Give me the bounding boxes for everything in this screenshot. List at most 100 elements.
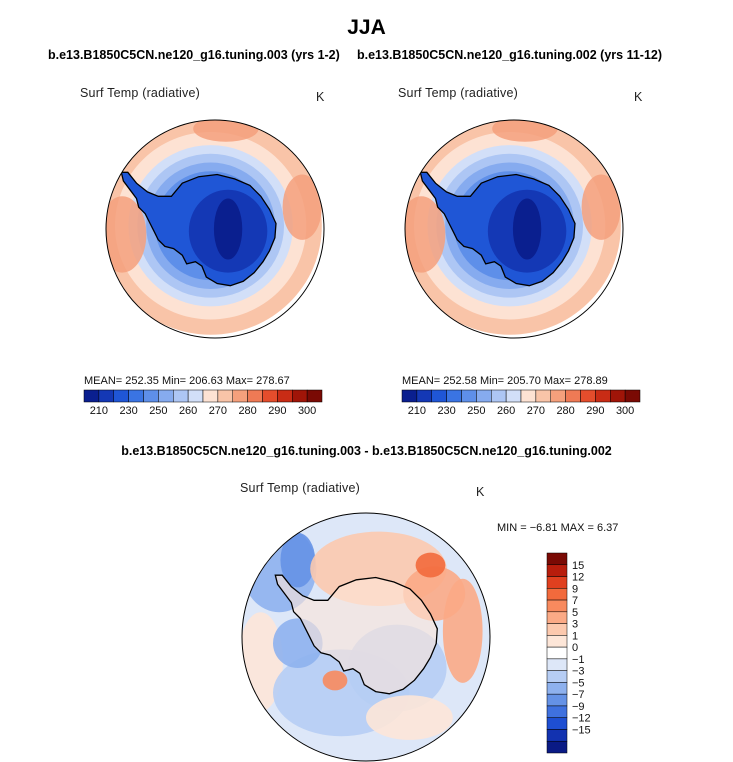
colorbar-swatch: [546, 670, 568, 683]
colorbar-swatch: [565, 389, 581, 403]
coastline: [274, 574, 438, 695]
colorbar-swatch: [83, 389, 100, 403]
colorbar-tick-label: 250: [467, 405, 485, 417]
colorbar-swatch: [546, 599, 568, 613]
colorbar-tick-label: 280: [556, 405, 574, 417]
map-border: [105, 119, 325, 339]
colorbar-swatch: [306, 389, 323, 403]
colorbar-swatch: [143, 389, 159, 403]
colorbar-tick-label: 280: [238, 405, 256, 417]
colorbar-tick-label: −12: [572, 713, 591, 725]
colorbar-tick-label: 270: [209, 405, 227, 417]
colorbar-swatch: [546, 611, 568, 624]
colorbar-tick-label: 260: [497, 405, 515, 417]
colorbar-swatch: [446, 389, 462, 403]
page-title: JJA: [347, 16, 386, 39]
colorbar-swatch: [113, 389, 129, 403]
colorbar-swatch: [476, 389, 492, 403]
colorbar-tick-label: 270: [527, 405, 545, 417]
colorbar-swatch: [217, 389, 233, 403]
colorbar-swatch: [520, 389, 537, 403]
colorbar-swatch: [158, 389, 174, 403]
colorbar-tick-label: 15: [572, 560, 584, 572]
colorbar-swatch: [98, 389, 114, 403]
colorbar-swatch: [187, 389, 204, 403]
colorbar-swatch: [546, 658, 568, 671]
panel-3-variable: Surf Temp (radiative): [240, 481, 360, 495]
colorbar-swatch: [546, 588, 568, 601]
colorbar-swatch: [461, 389, 477, 403]
panel-3-stats: MIN = −6.81 MAX = 6.37: [497, 522, 619, 534]
colorbar-swatch: [610, 389, 626, 403]
panel-2-colorbar: 210 230 250 260 270 280 290 300: [401, 389, 641, 417]
panel-2-map: [404, 119, 624, 339]
panel-3-title: b.e13.B1850C5CN.ne120_g16.tuning.003 - b…: [121, 444, 612, 458]
plateau-core: [213, 198, 243, 260]
panel-2-title: b.e13.B1850C5CN.ne120_g16.tuning.002 (yr…: [357, 48, 663, 62]
warm-anomaly: [442, 578, 483, 683]
panel-1-stats: MEAN= 252.35 Min= 206.63 Max= 278.67: [84, 375, 290, 387]
colorbar-swatch: [232, 389, 248, 403]
warm-patch: [282, 174, 322, 240]
map-border: [404, 119, 624, 339]
panel-1-units: K: [316, 90, 325, 104]
colorbar-tick-label: 12: [572, 572, 584, 584]
colorbar-tick-label: −7: [572, 689, 585, 701]
colorbar-swatch: [624, 389, 641, 403]
plateau-core: [512, 198, 542, 260]
colorbar-swatch: [595, 389, 611, 403]
colorbar-swatch: [550, 389, 566, 403]
colorbar-tick-label: 210: [408, 405, 426, 417]
warm-anomaly: [366, 695, 453, 740]
colorbar-tick-label: 260: [179, 405, 197, 417]
cold-anomaly: [280, 532, 316, 588]
panel-2-units: K: [634, 90, 643, 104]
colorbar-tick-label: 1: [572, 630, 578, 642]
colorbar-tick-label: 9: [572, 583, 578, 595]
colorbar-swatch: [262, 389, 278, 403]
panel-1-variable: Surf Temp (radiative): [80, 86, 200, 100]
coastline: [120, 171, 277, 287]
panel-1-colorbar: 210 230 250 260 270 280 290 300: [83, 389, 323, 417]
colorbar-tick-label: 3: [572, 619, 578, 631]
colorbar-tick-label: −5: [572, 677, 585, 689]
colorbar-swatch: [546, 564, 568, 577]
warm-patch: [193, 120, 259, 142]
colorbar-tick-label: 230: [437, 405, 455, 417]
colorbar-tick-label: 290: [268, 405, 286, 417]
colorbar-swatch: [546, 552, 568, 566]
panel-1-title: b.e13.B1850C5CN.ne120_g16.tuning.003 (yr…: [48, 48, 340, 62]
colorbar-swatch: [546, 576, 568, 589]
colorbar-swatch: [247, 389, 263, 403]
colorbar-swatch: [431, 389, 447, 403]
colorbar-tick-label: −3: [572, 666, 585, 678]
colorbar-swatch: [546, 646, 568, 660]
colorbar-swatch: [546, 729, 568, 742]
colorbar-swatch: [535, 389, 551, 403]
panel-2-stats: MEAN= 252.58 Min= 205.70 Max= 278.89: [402, 375, 608, 387]
colorbar-swatch: [546, 623, 568, 636]
colorbar-swatch: [128, 389, 144, 403]
warm-anomaly: [415, 552, 446, 578]
colorbar-swatch: [580, 389, 596, 403]
coastline: [419, 171, 576, 287]
panel-2-variable: Surf Temp (radiative): [398, 86, 518, 100]
colorbar-swatch: [505, 389, 522, 403]
panel-1-map: [105, 119, 325, 339]
colorbar-swatch: [546, 635, 568, 648]
colorbar-tick-label: 290: [586, 405, 604, 417]
colorbar-swatch: [202, 389, 219, 403]
colorbar-tick-label: 300: [298, 405, 316, 417]
colorbar-tick-label: 7: [572, 595, 578, 607]
colorbar-tick-label: 0: [572, 642, 578, 654]
colorbar-swatch: [546, 740, 568, 754]
panel-3-map: [241, 512, 491, 762]
colorbar-swatch: [416, 389, 432, 403]
colorbar-swatch: [546, 682, 568, 695]
colorbar-swatch: [277, 389, 293, 403]
colorbar-swatch: [546, 705, 568, 718]
colorbar-swatch: [292, 389, 308, 403]
colorbar-tick-label: 210: [90, 405, 108, 417]
colorbar-tick-label: −1: [572, 654, 585, 666]
warm-patch: [492, 120, 558, 142]
